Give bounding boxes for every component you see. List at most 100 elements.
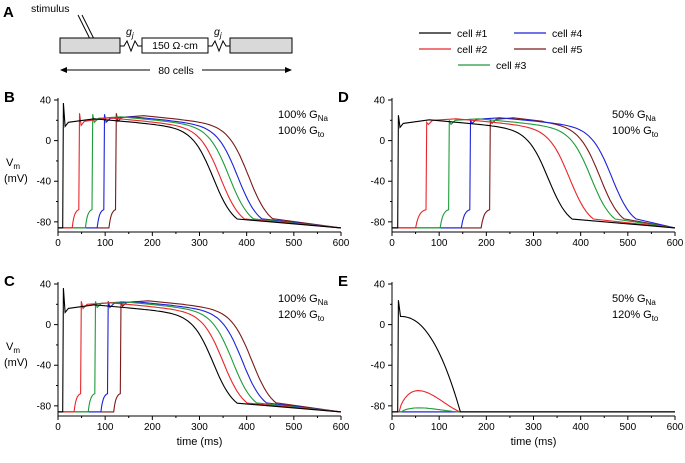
series-group bbox=[392, 300, 675, 413]
legend-label: cell #3 bbox=[496, 60, 527, 72]
panel-c: C0 100 200 300 400 500 600400-40-80Vm(mV)time … bbox=[4, 273, 350, 448]
x-tick-label: 200 bbox=[478, 422, 495, 433]
x-tick-label: 100 bbox=[431, 238, 448, 249]
series-line-cell-1 bbox=[58, 288, 341, 413]
panel-a: A stimulus gj 150 Ω·cm gj 80 cells bbox=[3, 3, 293, 77]
legend-label: cell #2 bbox=[457, 44, 488, 56]
y-tick-label: 40 bbox=[374, 280, 386, 291]
gto-annotation: 100% Gto bbox=[612, 125, 659, 139]
x-tick-label: 0 bbox=[55, 238, 61, 249]
gap-junction-resistor bbox=[208, 39, 230, 53]
x-tick-label: 300 bbox=[525, 422, 542, 433]
x-tick-label: 500 bbox=[619, 238, 636, 249]
arrow-head-left bbox=[60, 67, 67, 73]
gj-label-2: gj bbox=[214, 26, 222, 40]
y-tick-label: -80 bbox=[371, 401, 386, 412]
series-line-cell-5 bbox=[58, 300, 341, 413]
gto-annotation: 120% Gto bbox=[612, 309, 659, 323]
series-group bbox=[392, 115, 675, 229]
series-line-cell-5 bbox=[392, 117, 675, 229]
series-line-cell-3 bbox=[392, 118, 675, 229]
y-tick-label: 0 bbox=[45, 320, 51, 331]
x-tick-label: 100 bbox=[97, 238, 114, 249]
legend-label: cell #4 bbox=[552, 28, 583, 40]
x-tick-label: 400 bbox=[238, 238, 255, 249]
legend-label: cell #1 bbox=[457, 28, 488, 40]
gna-annotation: 100% GNa bbox=[278, 109, 328, 123]
y-axis-unit: (mV) bbox=[4, 357, 28, 369]
y-tick-label: 40 bbox=[40, 280, 52, 291]
gto-annotation: 100% Gto bbox=[278, 125, 325, 139]
series-line-cell-2 bbox=[392, 390, 675, 413]
series-line-cell-2 bbox=[58, 301, 341, 413]
series-line-cell-3 bbox=[392, 407, 675, 413]
series-line-cell-4 bbox=[392, 117, 675, 229]
stimulus-electrode bbox=[77, 14, 91, 40]
y-tick-label: 40 bbox=[40, 96, 52, 107]
y-tick-label: -40 bbox=[371, 177, 386, 188]
legend-label: cell #5 bbox=[552, 44, 583, 56]
x-tick-label: 500 bbox=[619, 422, 636, 433]
x-tick-label: 400 bbox=[572, 238, 589, 249]
x-tick-label: 600 bbox=[333, 238, 350, 249]
series-line-cell-4 bbox=[58, 301, 341, 413]
y-tick-label: 0 bbox=[379, 136, 385, 147]
x-tick-label: 100 bbox=[97, 422, 114, 433]
gto-annotation: 120% Gto bbox=[278, 309, 325, 323]
y-axis-unit: (mV) bbox=[4, 173, 28, 185]
x-tick-label: 600 bbox=[667, 238, 684, 249]
series-line-cell-1 bbox=[392, 300, 675, 413]
y-tick-label: 0 bbox=[45, 136, 51, 147]
x-tick-label: 200 bbox=[144, 422, 161, 433]
y-tick-label: -40 bbox=[371, 361, 386, 372]
series-group bbox=[58, 102, 341, 229]
y-tick-label: -80 bbox=[37, 217, 52, 228]
panel-letter-a: A bbox=[3, 4, 14, 21]
x-tick-label: 100 bbox=[431, 422, 448, 433]
arrow-head-right bbox=[285, 67, 292, 73]
cell-block-left bbox=[59, 37, 121, 54]
y-tick-label: -40 bbox=[37, 361, 52, 372]
series-line-cell-2 bbox=[392, 118, 675, 229]
series-line-cell-1 bbox=[392, 115, 675, 229]
series-line-cell-3 bbox=[58, 114, 341, 229]
y-tick-label: 40 bbox=[374, 96, 386, 107]
x-tick-label: 300 bbox=[191, 422, 208, 433]
legend: cell #1 cell #2 cell #3 cell #4 cell #5 bbox=[419, 28, 583, 72]
y-tick-label: -80 bbox=[37, 401, 52, 412]
panel-letter: D bbox=[338, 89, 349, 106]
series-line-cell-2 bbox=[58, 113, 341, 229]
x-tick-label: 400 bbox=[238, 422, 255, 433]
gna-annotation: 50% GNa bbox=[612, 109, 656, 123]
y-tick-label: -80 bbox=[371, 217, 386, 228]
gna-annotation: 100% GNa bbox=[278, 293, 328, 307]
panel-letter: C bbox=[4, 273, 15, 290]
series-line-cell-5 bbox=[58, 113, 341, 229]
x-tick-label: 0 bbox=[389, 238, 395, 249]
stimulus-electrode bbox=[81, 14, 95, 40]
series-line-cell-1 bbox=[58, 102, 341, 229]
series-line-cell-4 bbox=[58, 114, 341, 229]
cell-block-right bbox=[229, 37, 293, 54]
series-line-cell-3 bbox=[58, 301, 341, 413]
y-tick-label: -40 bbox=[37, 177, 52, 188]
gj-label-1: gj bbox=[126, 26, 134, 40]
gna-annotation: 50% GNa bbox=[612, 293, 656, 307]
series-group bbox=[58, 288, 341, 413]
gap-junction-resistor bbox=[120, 39, 142, 53]
y-tick-label: 0 bbox=[379, 320, 385, 331]
x-tick-label: 200 bbox=[478, 238, 495, 249]
resistance-label: 150 Ω·cm bbox=[152, 40, 198, 52]
x-tick-label: 0 bbox=[389, 422, 395, 433]
x-tick-label: 0 bbox=[55, 422, 61, 433]
stimulus-label: stimulus bbox=[31, 3, 70, 15]
x-tick-label: 300 bbox=[525, 238, 542, 249]
length-label-bg bbox=[150, 64, 202, 76]
x-tick-label: 600 bbox=[333, 422, 350, 433]
x-tick-label: 600 bbox=[667, 422, 684, 433]
